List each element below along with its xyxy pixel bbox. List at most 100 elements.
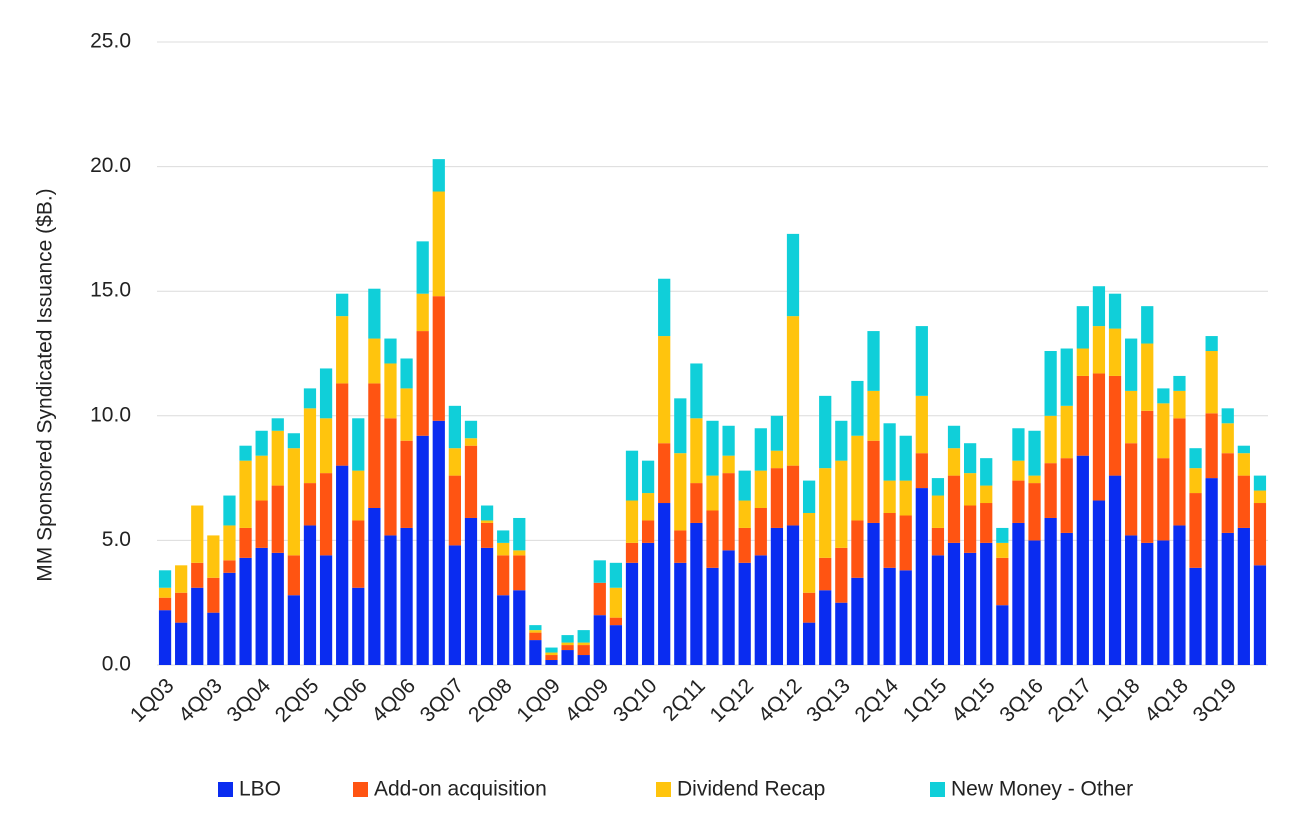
bar-segment [867, 331, 880, 391]
bar-segment [1076, 306, 1089, 349]
bar-segment [899, 435, 912, 481]
bar-segment [625, 500, 639, 543]
bar-segment [1221, 423, 1234, 454]
bar-segment [1157, 403, 1170, 459]
bar-segment [416, 293, 429, 332]
bar-segment [786, 465, 800, 526]
bar-segment [883, 423, 896, 481]
bar-segment [1221, 532, 1234, 665]
bar-segment [819, 468, 832, 558]
bar-segment [690, 522, 703, 665]
bar-segment [915, 395, 928, 454]
bar-segment [819, 557, 832, 591]
bar-segment [1060, 405, 1073, 459]
legend-label: Dividend Recap [677, 778, 825, 801]
bar-segment [1205, 478, 1218, 665]
bar-segment [1141, 542, 1154, 665]
bar-segment [690, 363, 703, 419]
bar-segment [158, 597, 172, 611]
x-tick-label: 4Q15 [947, 674, 1000, 727]
bar-segment [754, 470, 767, 509]
x-tick-label: 4Q12 [754, 674, 807, 727]
bar-segment [1060, 348, 1073, 406]
bar-segment [319, 473, 333, 556]
bar-segment [851, 520, 864, 578]
bar-segment [802, 622, 816, 665]
bar-segment [207, 612, 220, 665]
bar-segment [432, 296, 445, 421]
x-tick-label: 2Q11 [658, 674, 709, 725]
bar-segment [1044, 517, 1057, 665]
bar-segment [1092, 286, 1106, 327]
bar-segment [1076, 348, 1089, 376]
bar-segment [416, 435, 429, 665]
bar-segment [786, 525, 800, 665]
bar-segment [883, 480, 896, 513]
bar-segment [1237, 453, 1250, 476]
bar-segment [175, 622, 188, 665]
bar-segment [287, 595, 300, 665]
bar-segment [207, 535, 220, 578]
bar-segment [1141, 343, 1154, 411]
bar-segment [738, 527, 751, 563]
bar-segment [609, 587, 623, 618]
bar-segment [1108, 475, 1122, 665]
bar-segment [1221, 453, 1234, 533]
bar-segment [1076, 455, 1089, 665]
bar-segment [207, 577, 220, 613]
bar-segment [239, 460, 252, 528]
bar-segment [1012, 480, 1025, 523]
bar-segment [754, 555, 767, 665]
bar-segment [303, 525, 317, 665]
bar-segment [964, 443, 977, 474]
bar-segment [577, 630, 590, 643]
bar-segment [1125, 535, 1138, 665]
bar-segment [561, 650, 574, 665]
bar-segment [1205, 413, 1218, 479]
bar-segment [964, 473, 977, 506]
bar-segment [996, 542, 1009, 558]
bar-segment [497, 555, 510, 596]
bar-segment [400, 440, 413, 528]
bar-segment [303, 408, 317, 484]
bar-segment [851, 435, 864, 521]
bar-segment [400, 358, 413, 389]
bar-segment [319, 555, 333, 665]
bar-segment [819, 590, 832, 665]
bar-segment [175, 592, 188, 623]
bar-segment [625, 562, 639, 665]
bar-segment [722, 473, 735, 551]
bar-segment [1205, 336, 1218, 352]
bar-segment [545, 647, 558, 653]
bar-segment [980, 503, 993, 543]
bar-segment [1189, 448, 1202, 469]
legend-swatch [656, 782, 671, 797]
bar-segment [1253, 565, 1267, 665]
bar-segment [158, 587, 172, 598]
legend-swatch [930, 782, 945, 797]
bar-segment [915, 453, 928, 489]
bar-segment [980, 542, 993, 665]
bar-segment [802, 480, 816, 513]
bar-segment [1108, 293, 1122, 329]
bar-segment [964, 505, 977, 553]
bar-segment [1125, 443, 1138, 536]
bar-segment [384, 338, 397, 364]
bar-segment [1157, 540, 1170, 665]
bar-segment [722, 455, 735, 474]
bar-segment [641, 520, 655, 543]
bar-segment [577, 645, 590, 656]
bar-segment [899, 515, 912, 571]
x-tick-label: 3Q13 [802, 674, 855, 727]
bar-segment [271, 552, 284, 665]
bar-segment [1141, 410, 1154, 543]
bar-segment [561, 642, 574, 646]
bar-segment [255, 455, 268, 501]
bar-segment [899, 480, 912, 516]
bar-segment [175, 565, 188, 593]
bar-segment [802, 512, 816, 593]
bar-segment [593, 560, 606, 583]
bar-segment [497, 542, 510, 556]
bar-segment [609, 617, 623, 626]
bar-segment [1253, 475, 1267, 491]
